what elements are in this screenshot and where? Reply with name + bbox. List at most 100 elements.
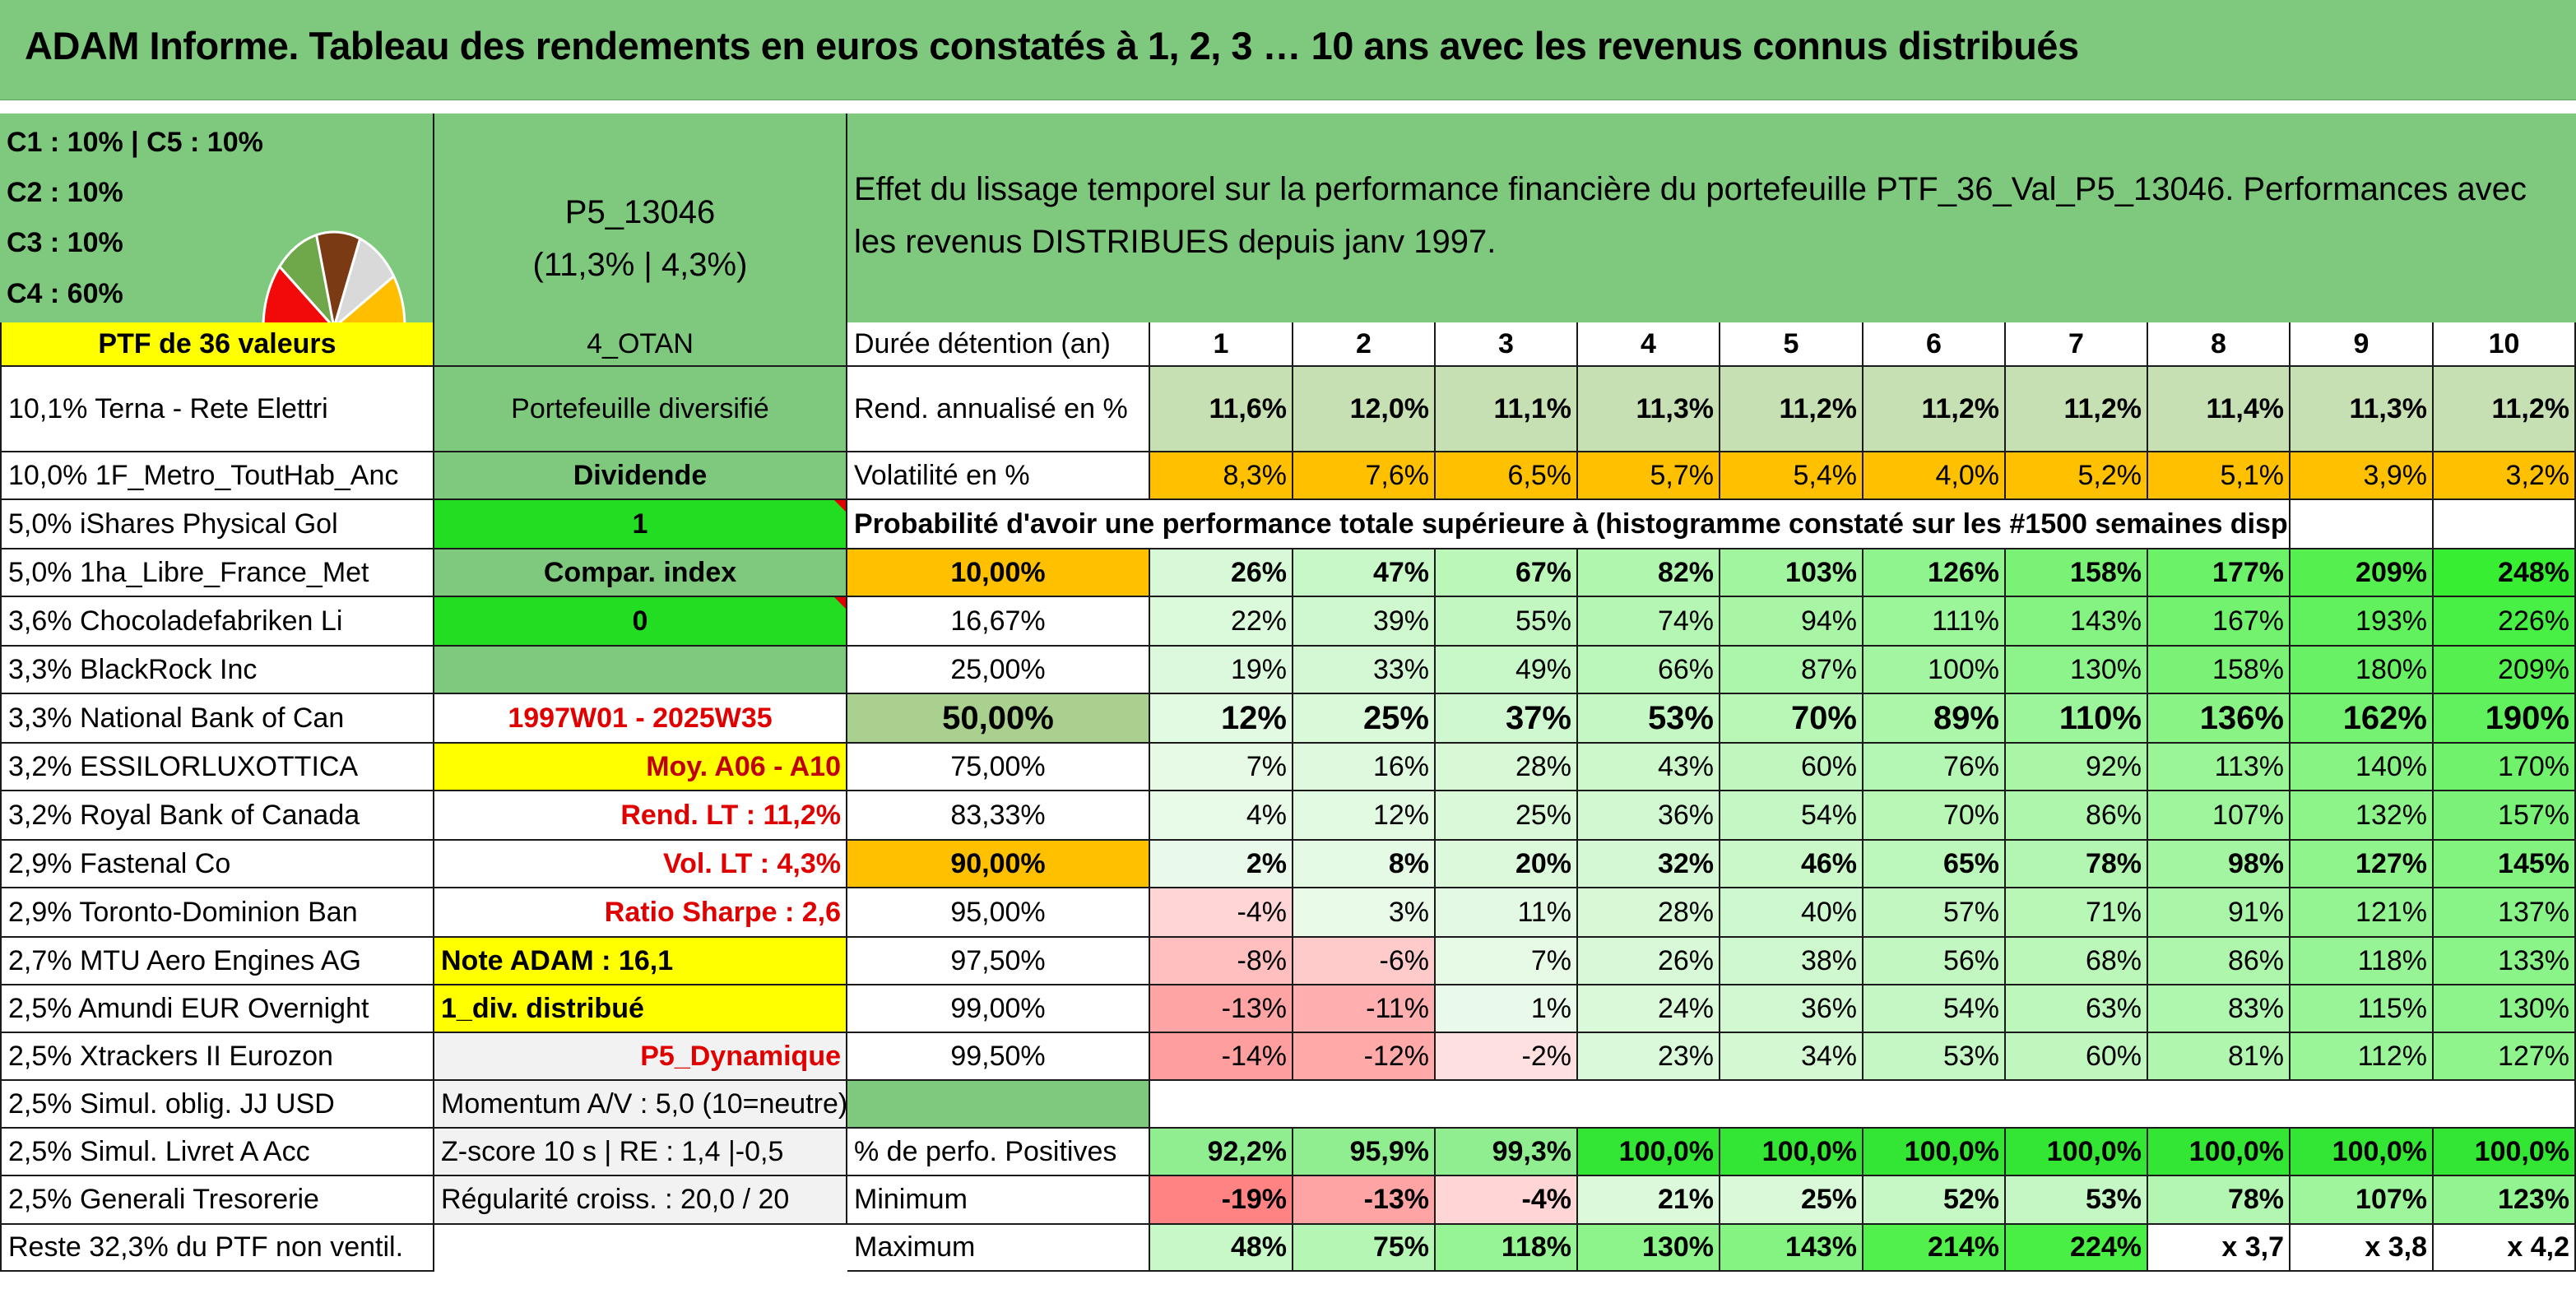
- rend-value: 11,3%: [1578, 367, 1720, 452]
- maximum-value: 143%: [1720, 1225, 1864, 1272]
- probability-value: 36%: [1578, 791, 1720, 841]
- positives-value: 95,9%: [1293, 1129, 1436, 1176]
- holding-row: 10,0% 1F_Metro_ToutHab_Anc: [0, 452, 434, 500]
- positives-value: 100,0%: [1578, 1129, 1720, 1176]
- minimum-value: 78%: [2148, 1176, 2291, 1225]
- probability-threshold: 90,00%: [847, 841, 1150, 888]
- holding-row: 2,9% Toronto-Dominion Ban: [0, 888, 434, 938]
- probability-value: 167%: [2148, 597, 2291, 647]
- maximum-value: 75%: [1293, 1225, 1436, 1272]
- probability-value: 78%: [2006, 841, 2148, 888]
- probability-value: 158%: [2006, 549, 2148, 597]
- probability-value: 12%: [1150, 694, 1293, 744]
- probability-value: 24%: [1578, 985, 1720, 1033]
- probability-value: 100%: [1864, 647, 2006, 694]
- probability-value: 25%: [1436, 791, 1578, 841]
- probability-value: 65%: [1864, 841, 2006, 888]
- holdings-header: PTF de 36 valeurs: [0, 322, 434, 367]
- probability-value: 91%: [2148, 888, 2291, 938]
- probability-value: 26%: [1150, 549, 1293, 597]
- holding-row: 5,0% iShares Physical Gol: [0, 500, 434, 549]
- probability-value: 46%: [1720, 841, 1864, 888]
- info-cell: Z-score 10 s | RE : 1,4 |-0,5: [434, 1129, 847, 1176]
- probability-threshold: 97,50%: [847, 938, 1150, 985]
- probability-value: 76%: [1864, 744, 2006, 791]
- rend-value: 11,2%: [2434, 367, 2576, 452]
- probability-value: 92%: [2006, 744, 2148, 791]
- probability-value: 177%: [2148, 549, 2291, 597]
- probability-value: 130%: [2434, 985, 2576, 1033]
- probability-value: 209%: [2291, 549, 2434, 597]
- year-header: 1: [1150, 322, 1293, 367]
- probability-value: 82%: [1578, 549, 1720, 597]
- probability-value: 137%: [2434, 888, 2576, 938]
- year-header: 5: [1720, 322, 1864, 367]
- info-cell: [434, 647, 847, 694]
- holding-row: 2,5% Simul. oblig. JJ USD: [0, 1081, 434, 1129]
- positives-value: 100,0%: [2291, 1129, 2434, 1176]
- probability-value: 70%: [1720, 694, 1864, 744]
- probability-value: 136%: [2148, 694, 2291, 744]
- vol-value: 3,2%: [2434, 452, 2576, 500]
- positives-value: 92,2%: [1150, 1129, 1293, 1176]
- vol-value: 5,2%: [2006, 452, 2148, 500]
- probability-value: 121%: [2291, 888, 2434, 938]
- empty-cell: [2434, 500, 2576, 549]
- probability-value: -2%: [1436, 1033, 1578, 1081]
- probability-value: 180%: [2291, 647, 2434, 694]
- minimum-value: 123%: [2434, 1176, 2576, 1225]
- probability-value: 54%: [1720, 791, 1864, 841]
- probability-value: 4%: [1150, 791, 1293, 841]
- probability-value: 22%: [1150, 597, 1293, 647]
- holding-row: 2,7% MTU Aero Engines AG: [0, 938, 434, 985]
- probability-value: 20%: [1436, 841, 1578, 888]
- allocation-line: C3 : 10%: [7, 227, 123, 258]
- probability-value: 158%: [2148, 647, 2291, 694]
- maximum-value: x 3,7: [2148, 1225, 2291, 1272]
- probability-value: 132%: [2291, 791, 2434, 841]
- rend-value: 11,3%: [2291, 367, 2434, 452]
- minimum-value: 53%: [2006, 1176, 2148, 1225]
- probability-value: 2%: [1150, 841, 1293, 888]
- vol-value: 7,6%: [1293, 452, 1436, 500]
- probability-threshold: 25,00%: [847, 647, 1150, 694]
- year-header: 6: [1864, 322, 2006, 367]
- title-bar: ADAM Informe. Tableau des rendements en …: [0, 0, 2576, 100]
- maximum-value: 224%: [2006, 1225, 2148, 1272]
- probability-value: 47%: [1293, 549, 1436, 597]
- probability-value: 140%: [2291, 744, 2434, 791]
- probability-value: 16%: [1293, 744, 1436, 791]
- probability-threshold: 95,00%: [847, 888, 1150, 938]
- blank-label: [847, 1081, 1150, 1129]
- probability-value: 74%: [1578, 597, 1720, 647]
- probability-threshold: 83,33%: [847, 791, 1150, 841]
- positives-value: 99,3%: [1436, 1129, 1578, 1176]
- probability-value: 133%: [2434, 938, 2576, 985]
- probability-value: 71%: [2006, 888, 2148, 938]
- probability-value: 248%: [2434, 549, 2576, 597]
- probability-value: 53%: [1578, 694, 1720, 744]
- year-header: 2: [1293, 322, 1436, 367]
- probability-value: 43%: [1578, 744, 1720, 791]
- probability-value: 66%: [1578, 647, 1720, 694]
- vol-value: 5,1%: [2148, 452, 2291, 500]
- rend-value: 12,0%: [1293, 367, 1436, 452]
- portfolio-stats: (11,3% | 4,3%): [532, 247, 748, 283]
- positives-value: 100,0%: [1720, 1129, 1864, 1176]
- probability-value: 34%: [1720, 1033, 1864, 1081]
- probability-value: 157%: [2434, 791, 2576, 841]
- probability-value: 115%: [2291, 985, 2434, 1033]
- rend-value: 11,1%: [1436, 367, 1578, 452]
- holding-row: 3,3% National Bank of Can: [0, 694, 434, 744]
- probability-value: 190%: [2434, 694, 2576, 744]
- maximum-value: 118%: [1436, 1225, 1578, 1272]
- probability-threshold: 16,67%: [847, 597, 1150, 647]
- probability-value: 33%: [1293, 647, 1436, 694]
- info-cell: Momentum A/V : 5,0 (10=neutre): [434, 1081, 847, 1129]
- probability-value: 49%: [1436, 647, 1578, 694]
- probability-value: 127%: [2291, 841, 2434, 888]
- probability-value: 56%: [1864, 938, 2006, 985]
- probability-value: 28%: [1578, 888, 1720, 938]
- probability-value: 32%: [1578, 841, 1720, 888]
- probability-value: 19%: [1150, 647, 1293, 694]
